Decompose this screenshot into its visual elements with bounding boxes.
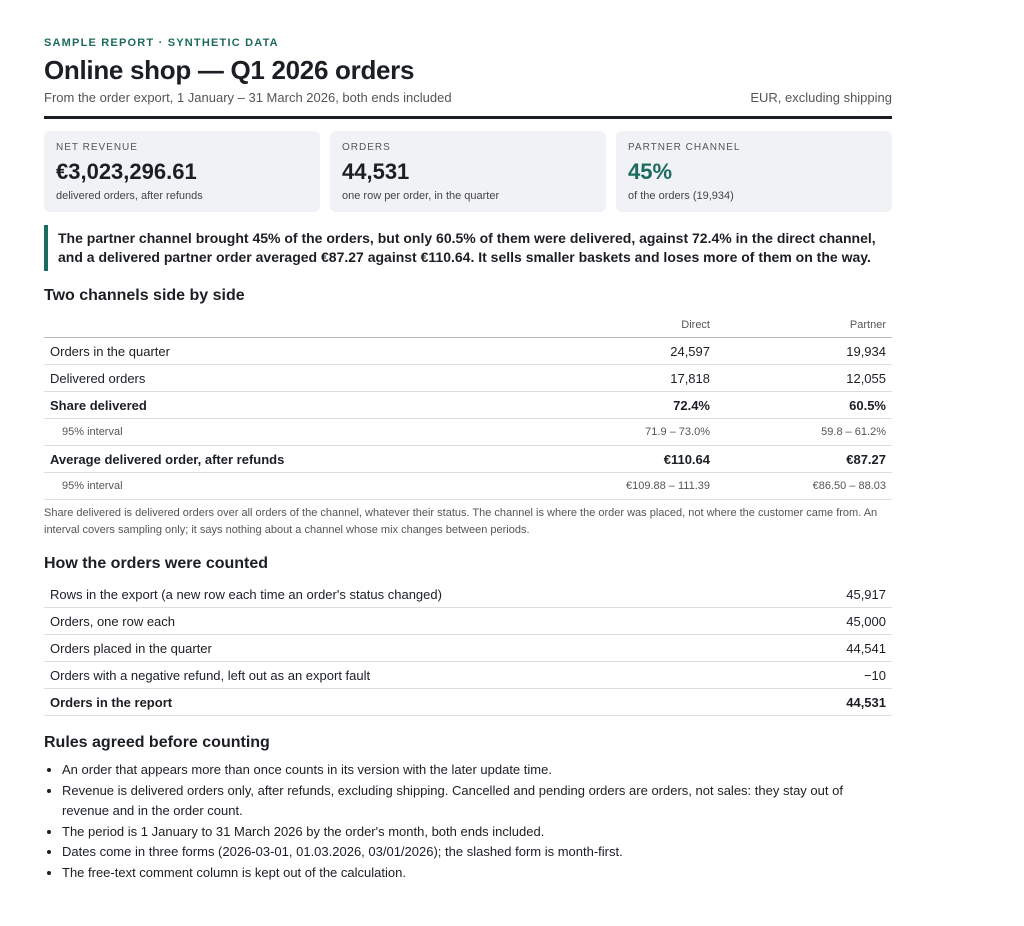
table-cell: €87.27 [716,445,892,473]
table-cell: 72.4% [540,391,716,419]
card-label: NET REVENUE [56,142,138,153]
table-body: Rows in the export (a new row each time … [44,581,892,716]
table-cell: 45,917 [716,581,892,608]
table-cell: Rows in the export (a new row each time … [44,581,716,608]
unit-note: EUR, excluding shipping [750,90,892,105]
table-cell: −10 [716,661,892,689]
table-row: Orders with a negative refund, left out … [44,661,892,689]
card: PARTNER CHANNEL 45% of the orders (19,934) [616,131,892,212]
card: NET REVENUE €3,023,296.61 delivered orders… [44,131,320,212]
table-cell: 44,541 [716,634,892,662]
header-row: Direct Partner [44,313,892,338]
table-cell: Orders with a negative refund, left out … [44,661,716,689]
table-cell: Average delivered order, after refunds [44,445,540,473]
table-row: Orders placed in the quarter 44,541 [44,634,892,662]
table-cell: €110.64 [540,445,716,473]
table-cell: 24,597 [540,337,716,365]
table-cell: Orders in the quarter [44,337,540,365]
table-cell: Orders, one row each [44,607,716,635]
table-note: Share delivered is delivered orders over… [44,507,878,536]
comparison-table: Direct Partner Orders in the quarter 24,59… [44,313,892,500]
kicker: SAMPLE REPORT · SYNTHETIC DATA [44,37,279,49]
table-body: Orders in the quarter 24,597 19,934 Deliver… [44,337,892,500]
report: SAMPLE REPORT · SYNTHETIC DATA Online sh… [44,37,892,883]
table-cell: Share delivered [44,391,540,419]
table-row: 95% interval €109.88 – 111.39 €86.50 – 88.… [44,472,892,500]
table-cell: 45,000 [716,607,892,635]
card: ORDERS 44,531 one row per order, in the qu… [330,131,606,212]
card-note: one row per order, in the quarter [342,190,500,202]
card-label: PARTNER CHANNEL [628,142,741,153]
card-note: delivered orders, after refunds [56,190,203,202]
card-value: 44,531 [342,159,410,184]
table-cell: 60.5% [716,391,892,419]
table-cell: 17,818 [540,364,716,392]
table-cell: Delivered orders [44,364,540,392]
callout: The partner channel brought 45% of the o… [44,225,892,271]
table-row: Orders in the quarter 24,597 19,934 [44,337,892,365]
rule-item: Revenue is delivered orders only, after … [62,781,892,822]
rule-item: The free-text comment column is kept out… [62,863,892,884]
table-cell: 71.9 – 73.0% [540,418,716,446]
table-cell: 95% interval [44,472,540,500]
section-title: Rules agreed before counting [44,734,270,751]
table-row: Rows in the export (a new row each time … [44,581,892,608]
table-cell: 59.8 – 61.2% [716,418,892,446]
rule-item: An order that appears more than once cou… [62,760,892,781]
table-cell: €86.50 – 88.03 [716,472,892,500]
rules-list: An order that appears more than once cou… [44,760,892,883]
table-row: 95% interval 71.9 – 73.0% 59.8 – 61.2% [44,418,892,446]
card-value: 45% [628,159,673,184]
table-row: Average delivered order, after refunds €1… [44,445,892,473]
table-cell: 12,055 [716,364,892,392]
table-cell: Orders placed in the quarter [44,634,716,662]
table-cell: Orders in the report [44,688,716,716]
title: Online shop — Q1 2026 orders [44,55,415,85]
table-cell: 44,531 [716,688,892,716]
header-cell [44,313,540,338]
table-row: Orders in the report 44,531 [44,688,892,716]
table-cell: €109.88 – 111.39 [540,472,716,500]
counting-table: Rows in the export (a new row each time … [44,581,892,716]
header-cell: Direct [540,313,716,338]
card-note: of the orders (19,934) [628,190,734,202]
table-cell: 95% interval [44,418,540,446]
header-cell: Partner [716,313,892,338]
card-label: ORDERS [342,142,391,153]
cards: NET REVENUE €3,023,296.61 delivered orders… [44,131,892,212]
table-row: Delivered orders 17,818 12,055 [44,364,892,392]
subtitle-row: From the order export, 1 January – 31 Ma… [44,90,892,119]
table-cell: 19,934 [716,337,892,365]
section-title: Two channels side by side [44,287,245,304]
table-row: Share delivered 72.4% 60.5% [44,391,892,419]
subtitle: From the order export, 1 January – 31 Ma… [44,90,452,105]
card-value: €3,023,296.61 [56,159,197,184]
rule-item: The period is 1 January to 31 March 2026… [62,822,892,843]
rule-item: Dates come in three forms (2026-03-01, 0… [62,842,892,863]
table-row: Orders, one row each 45,000 [44,607,892,635]
section-title: How the orders were counted [44,555,269,572]
